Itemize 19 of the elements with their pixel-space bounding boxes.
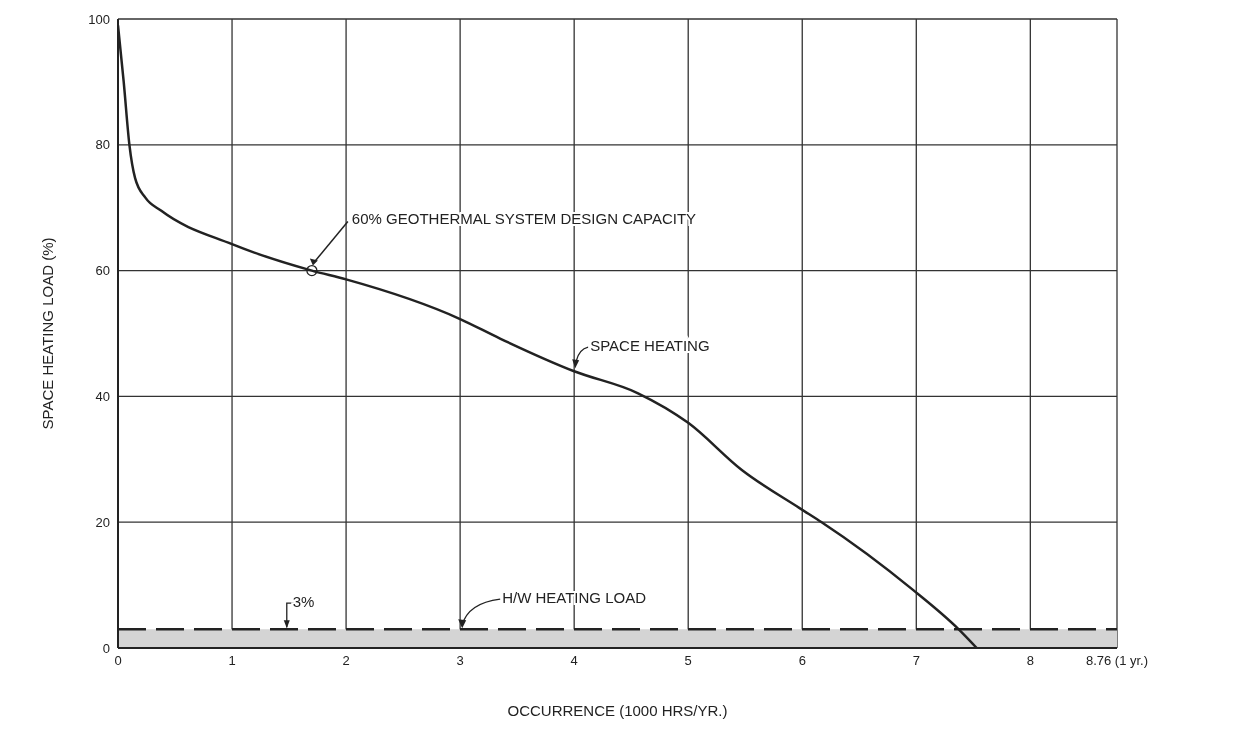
x-tick-label: 8 — [1026, 653, 1034, 669]
y-tick-label: 20 — [95, 514, 110, 530]
annotation: 3% — [292, 593, 315, 611]
x-tick-label: 5 — [684, 653, 692, 669]
x-tick-label: 2 — [342, 653, 350, 669]
x-tick-label: 3 — [456, 653, 464, 669]
x-tick-label: 4 — [570, 653, 578, 669]
y-tick-label: 80 — [95, 137, 110, 153]
y-tick-label: 0 — [102, 640, 110, 656]
y-tick-label: 60 — [95, 263, 110, 279]
x-tick-label: 7 — [912, 653, 920, 669]
x-tick-label: 8.76 (1 yr.) — [1085, 653, 1149, 669]
x-axis-title: OCCURRENCE (1000 HRS/YR.) — [507, 702, 728, 719]
x-tick-label: 0 — [114, 653, 122, 669]
y-tick-label: 40 — [95, 389, 110, 405]
y-axis-title: SPACE HEATING LOAD (%) — [39, 237, 57, 430]
x-tick-label: 6 — [798, 653, 806, 669]
x-tick-label: 1 — [228, 653, 236, 669]
y-tick-label: 100 — [88, 11, 110, 27]
